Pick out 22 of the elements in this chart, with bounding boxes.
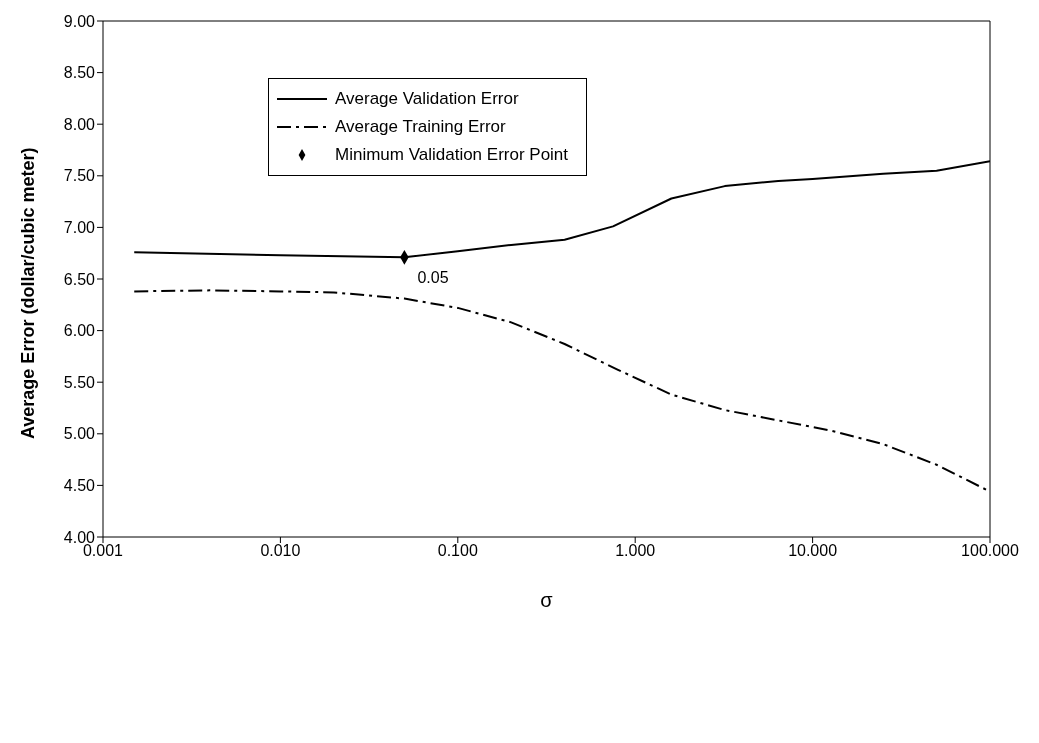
y-axis-title: Average Error (dollar/cubic meter) bbox=[18, 147, 39, 439]
x-tick-label: 1.000 bbox=[615, 542, 656, 560]
x-axis-title: σ bbox=[540, 589, 554, 611]
x-tick-label: 100.000 bbox=[961, 542, 1020, 560]
y-tick-label: 6.00 bbox=[63, 322, 96, 340]
annotation: 0.05 bbox=[417, 269, 449, 287]
y-tick-label: 7.00 bbox=[63, 219, 96, 237]
y-tick-label: 5.50 bbox=[63, 373, 96, 391]
y-tick-label: 8.00 bbox=[63, 115, 96, 133]
y-tick-label: 8.50 bbox=[63, 64, 96, 82]
x-tick-label: 10.000 bbox=[788, 542, 838, 560]
x-tick-label: 0.010 bbox=[260, 542, 301, 560]
y-tick-label: 9.00 bbox=[63, 12, 96, 30]
y-tick-label: 7.50 bbox=[63, 167, 96, 185]
y-tick-label: 5.00 bbox=[63, 425, 96, 443]
y-tick-label: 6.50 bbox=[63, 270, 96, 288]
y-tick-label: 4.50 bbox=[63, 477, 96, 495]
legend-label: Average Validation Error bbox=[335, 88, 519, 110]
x-tick-label: 0.100 bbox=[437, 542, 478, 560]
legend-label: Minimum Validation Error Point bbox=[335, 144, 569, 166]
legend-label: Average Training Error bbox=[335, 116, 506, 138]
x-tick-label: 0.001 bbox=[82, 542, 124, 560]
